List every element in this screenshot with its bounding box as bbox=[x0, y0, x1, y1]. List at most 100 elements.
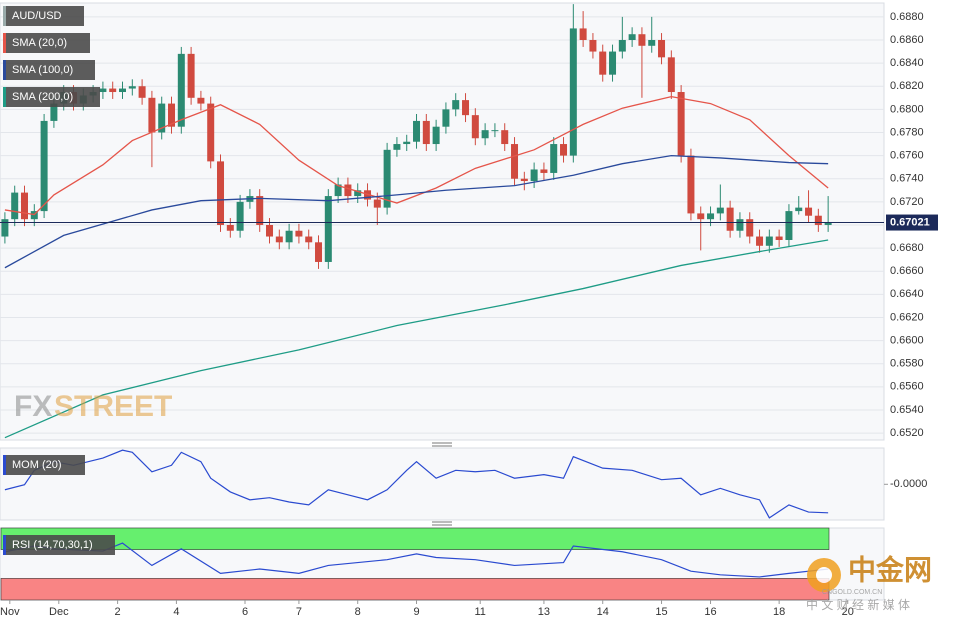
indicator-legend-stripe bbox=[3, 455, 6, 475]
y-tick-label: 0.6760 bbox=[890, 150, 924, 162]
candle-body bbox=[442, 109, 450, 127]
indicator-line bbox=[4, 542, 829, 578]
candle-body bbox=[422, 120, 430, 145]
fxstreet-watermark: FX STREET bbox=[14, 390, 172, 423]
candle-body bbox=[805, 207, 813, 216]
candle-body bbox=[511, 144, 519, 179]
candle-body bbox=[707, 213, 715, 220]
candle-body bbox=[99, 88, 107, 93]
y-tick-label: 0.6560 bbox=[890, 381, 924, 393]
sma-legend-stripe bbox=[3, 87, 6, 107]
candle-body bbox=[128, 86, 136, 89]
candle-body bbox=[658, 39, 666, 58]
candle-body bbox=[275, 236, 283, 243]
candle-body bbox=[667, 57, 675, 93]
logo-tagline: 中 文 财 经 新 媒 体 bbox=[806, 597, 910, 612]
candle-body bbox=[40, 120, 48, 212]
candle-body bbox=[50, 103, 58, 121]
sma-legend: SMA (20,0) bbox=[12, 37, 67, 49]
candle-body bbox=[148, 97, 156, 133]
last-price-tag bbox=[886, 214, 938, 231]
candle-body bbox=[138, 86, 146, 98]
candle-body bbox=[207, 103, 215, 162]
candle-body bbox=[775, 236, 783, 240]
y-tick-label: 0.6860 bbox=[890, 34, 924, 46]
candle-body bbox=[540, 169, 548, 173]
candle-body bbox=[677, 92, 685, 156]
candle-body bbox=[530, 169, 538, 182]
x-tick-label: 14 bbox=[597, 606, 609, 618]
sma-legend: SMA (200,0) bbox=[12, 91, 73, 103]
candle-body bbox=[109, 88, 117, 93]
candle-body bbox=[413, 120, 421, 142]
candle-body bbox=[785, 211, 793, 240]
candle-body bbox=[1, 219, 9, 237]
sma-line bbox=[4, 154, 829, 269]
y-tick-label: 0.6800 bbox=[890, 103, 924, 115]
y-tick-label: 0.6620 bbox=[890, 311, 924, 323]
x-tick-label: Nov bbox=[0, 606, 20, 618]
candle-body bbox=[795, 207, 803, 212]
logo-inner bbox=[816, 567, 832, 583]
sma-line bbox=[4, 95, 829, 216]
candle-body bbox=[344, 184, 352, 197]
marks: 0.6520 0.6540 0.6560 0.6580 0.6600 0.6620 0.66… bbox=[0, 4, 938, 618]
candle-body bbox=[226, 224, 234, 231]
y-tick-label: -0.0000 bbox=[890, 478, 927, 490]
level-band bbox=[0, 527, 830, 550]
indicator-legend-box bbox=[3, 535, 115, 555]
candle-body bbox=[716, 207, 724, 214]
candle-body bbox=[373, 199, 381, 208]
candle-body bbox=[746, 219, 754, 237]
indicator-legend: MOM (20) bbox=[12, 459, 62, 471]
y-tick-label: 0.6840 bbox=[890, 57, 924, 69]
candle-body bbox=[158, 103, 166, 133]
candle-body bbox=[697, 213, 705, 220]
resize-handle[interactable] bbox=[432, 521, 452, 526]
y-tick-label: 0.6580 bbox=[890, 358, 924, 370]
indicator-legend-stripe bbox=[3, 535, 6, 555]
candle-body bbox=[814, 215, 822, 225]
candle-body bbox=[324, 196, 332, 262]
y-tick-label: 0.6720 bbox=[890, 196, 924, 208]
candle-body bbox=[217, 161, 225, 225]
candle-body bbox=[824, 222, 832, 225]
candle-body bbox=[501, 130, 509, 145]
candle-body bbox=[765, 236, 773, 246]
indicator-legend-box bbox=[3, 455, 85, 475]
instrument-legend-stripe bbox=[3, 6, 6, 26]
y-tick-label: 0.6780 bbox=[890, 126, 924, 138]
x-tick-label: 8 bbox=[355, 606, 361, 618]
x-tick-label: 4 bbox=[173, 606, 179, 618]
candle-body bbox=[334, 184, 342, 197]
candle-body bbox=[638, 34, 646, 46]
indicator-line bbox=[4, 449, 829, 519]
x-tick-label: 7 bbox=[296, 606, 302, 618]
candle-body bbox=[295, 230, 303, 237]
candle-body bbox=[266, 224, 274, 237]
candle-body bbox=[393, 144, 401, 150]
candle-body bbox=[599, 51, 607, 75]
candle-body bbox=[236, 201, 244, 231]
x-tick-label: Dec bbox=[49, 606, 69, 618]
candle-body bbox=[197, 97, 205, 104]
candle-body bbox=[187, 53, 195, 98]
candle-body bbox=[589, 39, 597, 52]
x-tick-label: 15 bbox=[655, 606, 667, 618]
sma-legend-box bbox=[3, 60, 95, 80]
candle-body bbox=[432, 126, 440, 145]
candle-body bbox=[618, 39, 626, 52]
resize-handle[interactable] bbox=[432, 442, 452, 447]
candle-body bbox=[21, 192, 29, 220]
sma-line bbox=[4, 239, 829, 439]
instrument-legend: AUD/USD bbox=[12, 10, 62, 22]
x-tick-label: 11 bbox=[475, 606, 486, 618]
candle-body bbox=[452, 100, 460, 110]
x-tick-label: 9 bbox=[413, 606, 419, 618]
candle-body bbox=[736, 219, 744, 231]
candle-body bbox=[11, 192, 19, 220]
indicator-legend: RSI (14,70,30,1) bbox=[12, 539, 93, 551]
candle-body bbox=[481, 130, 489, 139]
y-tick-label: 0.6540 bbox=[890, 404, 924, 416]
